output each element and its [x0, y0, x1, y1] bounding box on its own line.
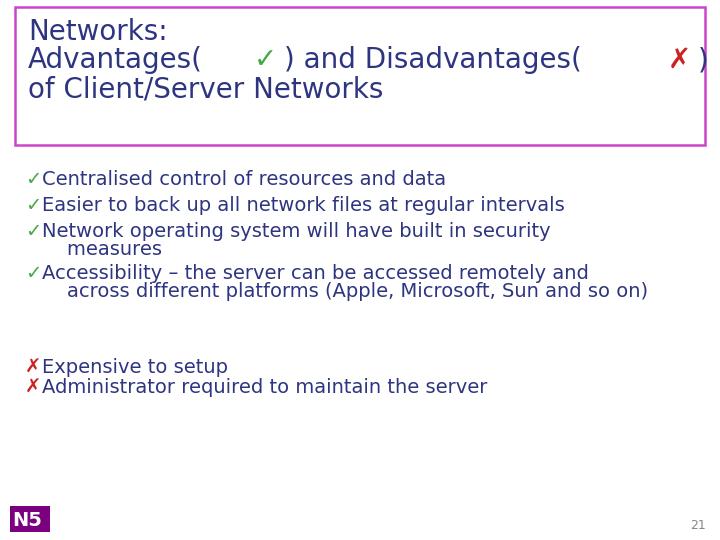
Text: ✓: ✓ [25, 196, 41, 215]
Text: Networks:: Networks: [28, 18, 168, 46]
Text: ✗: ✗ [25, 358, 41, 377]
Text: ) and Disadvantages(: ) and Disadvantages( [284, 46, 581, 74]
Text: Centralised control of resources and data: Centralised control of resources and dat… [42, 170, 446, 189]
Text: Accessibility – the server can be accessed remotely and: Accessibility – the server can be access… [42, 264, 589, 283]
Text: ✗: ✗ [668, 46, 691, 74]
Text: Advantages(: Advantages( [28, 46, 203, 74]
Text: of Client/Server Networks: of Client/Server Networks [28, 76, 383, 104]
FancyBboxPatch shape [10, 506, 50, 532]
Text: Expensive to setup: Expensive to setup [42, 358, 228, 377]
Text: Easier to back up all network files at regular intervals: Easier to back up all network files at r… [42, 196, 564, 215]
Text: ✓: ✓ [25, 222, 41, 241]
Text: ✓: ✓ [253, 46, 277, 74]
Text: measures: measures [42, 240, 162, 259]
Text: Administrator required to maintain the server: Administrator required to maintain the s… [42, 378, 487, 397]
Text: N5: N5 [12, 511, 42, 530]
Text: ): ) [698, 46, 708, 74]
Text: ✓: ✓ [25, 170, 41, 189]
Text: Network operating system will have built in security: Network operating system will have built… [42, 222, 551, 241]
Text: ✗: ✗ [25, 378, 41, 397]
Text: across different platforms (Apple, Microsoft, Sun and so on): across different platforms (Apple, Micro… [42, 282, 648, 301]
FancyBboxPatch shape [15, 7, 705, 145]
Text: ✓: ✓ [25, 264, 41, 283]
Text: 21: 21 [690, 519, 706, 532]
